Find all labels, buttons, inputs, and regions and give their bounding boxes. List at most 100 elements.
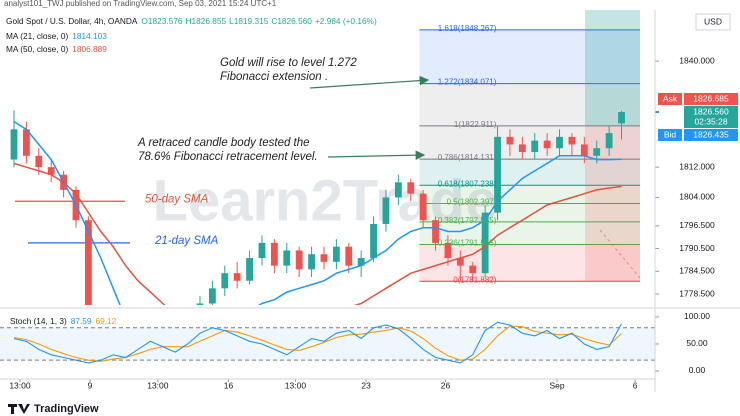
- candle-body: [308, 254, 315, 270]
- candle-body: [320, 254, 328, 262]
- price-tag-name: Ask: [663, 93, 678, 103]
- fib-label: 1(1822.911): [454, 120, 497, 129]
- candle-body: [394, 182, 402, 198]
- x-tick-label: 16: [224, 380, 234, 390]
- footer: [0, 394, 740, 416]
- x-tick-label: 13:00: [285, 380, 307, 390]
- y-tick-label: 1778.500: [679, 288, 715, 298]
- stoch-y-tick-label: 50.00: [686, 338, 708, 348]
- fib-zone: [419, 83, 641, 126]
- x-tick-label: 26: [441, 380, 451, 390]
- candle-body: [580, 144, 588, 156]
- candle-body: [518, 144, 526, 153]
- y-tick-label: 1840.000: [679, 55, 715, 65]
- annotation: A retraced candle body tested the: [137, 137, 310, 149]
- price-tag-name: Bid: [664, 129, 677, 139]
- currency: USD: [704, 16, 722, 26]
- candle-body: [233, 273, 241, 281]
- candle-body: [208, 288, 216, 304]
- y-tick-label: 1796.500: [679, 220, 715, 230]
- candle-body: [22, 129, 30, 156]
- price-tag: 1826.685: [693, 93, 729, 103]
- fib-label: 0.382(1797.555): [438, 216, 497, 225]
- candle-body: [84, 220, 92, 305]
- price-tag-box: [684, 106, 738, 128]
- price-tag-name-box: [658, 93, 682, 105]
- legend-main: Gold Spot / U.S. Dollar, 4h, OANDA O1823.…: [6, 16, 377, 26]
- candle-body: [593, 148, 601, 156]
- candle-body: [444, 242, 452, 259]
- candle-body: [35, 155, 43, 168]
- candle-body: [382, 197, 390, 224]
- candle-body: [568, 136, 576, 145]
- stoch-y-tick-label: 100.00: [684, 311, 710, 321]
- sma-marker-label: 50-day SMA: [145, 193, 209, 205]
- legend-low: L1819.315: [229, 16, 269, 26]
- brand: TradingView: [34, 403, 99, 415]
- legend-ma21-value: 1814.103: [72, 31, 107, 41]
- stop-box: [585, 125, 640, 282]
- candle-body: [506, 136, 514, 145]
- fib-label: 0.5(1802.397): [447, 198, 497, 207]
- price-tag-name-box: [658, 129, 682, 141]
- candle-body: [221, 273, 229, 289]
- countdown: 02:35:28: [694, 116, 727, 126]
- x-tick-label: 13:00: [9, 380, 31, 390]
- x-tick-label: 23: [361, 380, 371, 390]
- candle-body: [556, 136, 563, 149]
- fib-label: 0.786(1814.131): [438, 153, 497, 162]
- candle-body: [357, 258, 365, 266]
- candle-body: [332, 246, 340, 262]
- price-pane: Learn2Trade: [10, 10, 641, 305]
- fib-label: 0(1781.882): [453, 275, 496, 284]
- annotation: Fibonacci extension .: [220, 71, 328, 83]
- y-tick-label: 1804.000: [679, 192, 715, 202]
- annotation-arrow: [327, 150, 426, 160]
- overlay: 50-day SMA 21-day SMA 1.618(1848.267) 1.272…: [9, 24, 738, 390]
- fib-zone: [419, 203, 641, 222]
- stoch-k: [13, 321, 622, 364]
- fib-zone: [419, 185, 641, 204]
- candle-body: [456, 258, 464, 266]
- annotation-arrow: [309, 75, 430, 89]
- candle-body: [618, 112, 625, 124]
- position-line: [599, 229, 641, 279]
- candle-body: [419, 193, 427, 221]
- publisher: analyst101_TWJ published on TradingView.…: [4, 0, 277, 8]
- candle-body: [494, 136, 501, 213]
- price-tag-box: [684, 129, 738, 141]
- legend-ma21-name: MA (21, close, 0): [6, 31, 68, 41]
- legend-change: +2.984 (+0.16%): [315, 16, 377, 26]
- candle-body: [258, 242, 266, 259]
- candle-body: [543, 140, 551, 149]
- candle-body: [270, 242, 278, 266]
- candle-body: [605, 133, 613, 149]
- candle-body: [283, 250, 291, 266]
- price-tag: 1826.560: [693, 106, 729, 116]
- candle-body: [370, 223, 377, 259]
- stoch-pane: [0, 321, 655, 364]
- x-tick-label: 6: [633, 380, 638, 390]
- y-tick-label: 1784.500: [679, 266, 715, 276]
- y-tick-label: 1790.500: [679, 243, 715, 253]
- candle-body: [345, 246, 353, 266]
- legend-ma50: MA (50, close, 0) 1806.889: [6, 44, 107, 54]
- x-tick-label: 9: [88, 380, 93, 390]
- stoch-band: [0, 327, 655, 361]
- candle-body: [295, 250, 303, 270]
- fib-zone: [419, 244, 641, 282]
- currency-box[interactable]: [695, 13, 731, 31]
- candle-body: [481, 212, 489, 274]
- candle-body: [469, 265, 477, 274]
- annotation: 78.6% Fibonacci retracement level.: [138, 151, 318, 163]
- candle-body: [531, 140, 539, 153]
- legend-open: O1823.576: [141, 16, 182, 26]
- stoch-y-tick-label: 0.00: [689, 365, 706, 375]
- candle-body: [47, 167, 55, 175]
- x-tick-label: 13:00: [147, 380, 169, 390]
- target-box: [585, 10, 640, 126]
- candle-body: [407, 182, 415, 194]
- stoch-legend: Stoch (14, 1, 3) 87.59 69.12: [10, 316, 117, 326]
